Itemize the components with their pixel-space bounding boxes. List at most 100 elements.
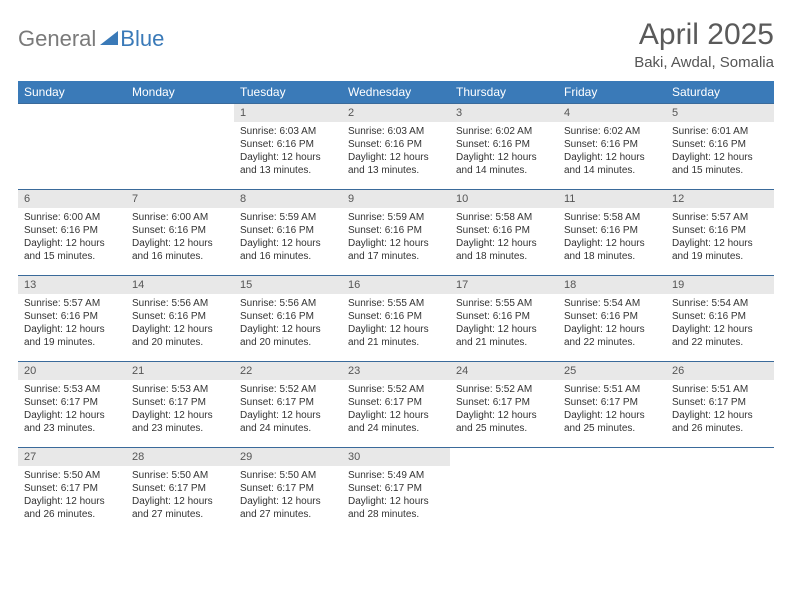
day-number: 11 <box>558 189 666 208</box>
day-number: 6 <box>18 189 126 208</box>
day-details: Sunrise: 5:53 AMSunset: 6:17 PMDaylight:… <box>126 380 234 440</box>
calendar-cell: 3Sunrise: 6:02 AMSunset: 6:16 PMDaylight… <box>450 103 558 189</box>
day-header-row: Sunday Monday Tuesday Wednesday Thursday… <box>18 81 774 103</box>
empty-cell <box>450 447 558 461</box>
calendar-cell <box>666 447 774 533</box>
calendar-cell: 19Sunrise: 5:54 AMSunset: 6:16 PMDayligh… <box>666 275 774 361</box>
day-number: 18 <box>558 275 666 294</box>
calendar-cell: 29Sunrise: 5:50 AMSunset: 6:17 PMDayligh… <box>234 447 342 533</box>
calendar-cell: 17Sunrise: 5:55 AMSunset: 6:16 PMDayligh… <box>450 275 558 361</box>
empty-cell <box>666 447 774 461</box>
calendar-cell <box>18 103 126 189</box>
calendar-cell: 2Sunrise: 6:03 AMSunset: 6:16 PMDaylight… <box>342 103 450 189</box>
calendar-row: 27Sunrise: 5:50 AMSunset: 6:17 PMDayligh… <box>18 447 774 533</box>
calendar-cell: 5Sunrise: 6:01 AMSunset: 6:16 PMDaylight… <box>666 103 774 189</box>
day-number: 23 <box>342 361 450 380</box>
col-thursday: Thursday <box>450 81 558 103</box>
triangle-icon <box>100 29 118 50</box>
day-details: Sunrise: 5:59 AMSunset: 6:16 PMDaylight:… <box>234 208 342 268</box>
day-details: Sunrise: 5:56 AMSunset: 6:16 PMDaylight:… <box>234 294 342 354</box>
calendar-cell: 25Sunrise: 5:51 AMSunset: 6:17 PMDayligh… <box>558 361 666 447</box>
day-number: 2 <box>342 103 450 122</box>
calendar-cell: 12Sunrise: 5:57 AMSunset: 6:16 PMDayligh… <box>666 189 774 275</box>
day-details: Sunrise: 5:54 AMSunset: 6:16 PMDaylight:… <box>666 294 774 354</box>
calendar-cell <box>126 103 234 189</box>
col-friday: Friday <box>558 81 666 103</box>
header: General Blue April 2025 Baki, Awdal, Som… <box>18 18 774 71</box>
calendar-cell: 16Sunrise: 5:55 AMSunset: 6:16 PMDayligh… <box>342 275 450 361</box>
day-details: Sunrise: 5:55 AMSunset: 6:16 PMDaylight:… <box>342 294 450 354</box>
day-number: 7 <box>126 189 234 208</box>
calendar-cell: 20Sunrise: 5:53 AMSunset: 6:17 PMDayligh… <box>18 361 126 447</box>
day-number: 29 <box>234 447 342 466</box>
day-details: Sunrise: 5:57 AMSunset: 6:16 PMDaylight:… <box>18 294 126 354</box>
logo: General Blue <box>18 18 164 52</box>
day-number: 5 <box>666 103 774 122</box>
day-number: 28 <box>126 447 234 466</box>
day-number: 1 <box>234 103 342 122</box>
day-details: Sunrise: 6:02 AMSunset: 6:16 PMDaylight:… <box>558 122 666 182</box>
calendar-row: 1Sunrise: 6:03 AMSunset: 6:16 PMDaylight… <box>18 103 774 189</box>
empty-cell <box>126 103 234 117</box>
day-number: 10 <box>450 189 558 208</box>
calendar-cell: 22Sunrise: 5:52 AMSunset: 6:17 PMDayligh… <box>234 361 342 447</box>
day-details: Sunrise: 5:58 AMSunset: 6:16 PMDaylight:… <box>558 208 666 268</box>
calendar-row: 6Sunrise: 6:00 AMSunset: 6:16 PMDaylight… <box>18 189 774 275</box>
calendar-cell: 10Sunrise: 5:58 AMSunset: 6:16 PMDayligh… <box>450 189 558 275</box>
day-number: 27 <box>18 447 126 466</box>
day-details: Sunrise: 5:59 AMSunset: 6:16 PMDaylight:… <box>342 208 450 268</box>
day-details: Sunrise: 6:03 AMSunset: 6:16 PMDaylight:… <box>342 122 450 182</box>
day-number: 3 <box>450 103 558 122</box>
col-sunday: Sunday <box>18 81 126 103</box>
title-block: April 2025 Baki, Awdal, Somalia <box>634 18 774 71</box>
day-details: Sunrise: 6:03 AMSunset: 6:16 PMDaylight:… <box>234 122 342 182</box>
page-title: April 2025 <box>634 18 774 52</box>
col-saturday: Saturday <box>666 81 774 103</box>
empty-cell <box>18 103 126 117</box>
day-details: Sunrise: 5:56 AMSunset: 6:16 PMDaylight:… <box>126 294 234 354</box>
day-details: Sunrise: 5:57 AMSunset: 6:16 PMDaylight:… <box>666 208 774 268</box>
calendar-cell: 15Sunrise: 5:56 AMSunset: 6:16 PMDayligh… <box>234 275 342 361</box>
day-number: 14 <box>126 275 234 294</box>
day-number: 17 <box>450 275 558 294</box>
day-number: 4 <box>558 103 666 122</box>
day-number: 19 <box>666 275 774 294</box>
day-details: Sunrise: 5:52 AMSunset: 6:17 PMDaylight:… <box>342 380 450 440</box>
logo-text-general: General <box>18 26 96 52</box>
day-number: 25 <box>558 361 666 380</box>
day-number: 24 <box>450 361 558 380</box>
calendar-cell <box>558 447 666 533</box>
calendar-cell: 18Sunrise: 5:54 AMSunset: 6:16 PMDayligh… <box>558 275 666 361</box>
day-details: Sunrise: 6:00 AMSunset: 6:16 PMDaylight:… <box>18 208 126 268</box>
day-details: Sunrise: 5:50 AMSunset: 6:17 PMDaylight:… <box>18 466 126 526</box>
day-details: Sunrise: 6:02 AMSunset: 6:16 PMDaylight:… <box>450 122 558 182</box>
day-details: Sunrise: 5:51 AMSunset: 6:17 PMDaylight:… <box>558 380 666 440</box>
location-text: Baki, Awdal, Somalia <box>634 54 774 71</box>
calendar-cell: 7Sunrise: 6:00 AMSunset: 6:16 PMDaylight… <box>126 189 234 275</box>
col-tuesday: Tuesday <box>234 81 342 103</box>
day-details: Sunrise: 5:50 AMSunset: 6:17 PMDaylight:… <box>234 466 342 526</box>
calendar-cell: 28Sunrise: 5:50 AMSunset: 6:17 PMDayligh… <box>126 447 234 533</box>
day-details: Sunrise: 5:54 AMSunset: 6:16 PMDaylight:… <box>558 294 666 354</box>
day-number: 20 <box>18 361 126 380</box>
day-details: Sunrise: 5:49 AMSunset: 6:17 PMDaylight:… <box>342 466 450 526</box>
calendar-table: Sunday Monday Tuesday Wednesday Thursday… <box>18 81 774 533</box>
calendar-cell: 21Sunrise: 5:53 AMSunset: 6:17 PMDayligh… <box>126 361 234 447</box>
day-number: 9 <box>342 189 450 208</box>
col-wednesday: Wednesday <box>342 81 450 103</box>
day-details: Sunrise: 5:55 AMSunset: 6:16 PMDaylight:… <box>450 294 558 354</box>
day-number: 12 <box>666 189 774 208</box>
calendar-cell: 14Sunrise: 5:56 AMSunset: 6:16 PMDayligh… <box>126 275 234 361</box>
day-number: 15 <box>234 275 342 294</box>
calendar-cell: 26Sunrise: 5:51 AMSunset: 6:17 PMDayligh… <box>666 361 774 447</box>
day-number: 30 <box>342 447 450 466</box>
day-details: Sunrise: 5:58 AMSunset: 6:16 PMDaylight:… <box>450 208 558 268</box>
day-details: Sunrise: 6:00 AMSunset: 6:16 PMDaylight:… <box>126 208 234 268</box>
calendar-cell: 4Sunrise: 6:02 AMSunset: 6:16 PMDaylight… <box>558 103 666 189</box>
day-number: 8 <box>234 189 342 208</box>
logo-text-blue: Blue <box>120 26 164 52</box>
calendar-row: 13Sunrise: 5:57 AMSunset: 6:16 PMDayligh… <box>18 275 774 361</box>
day-details: Sunrise: 6:01 AMSunset: 6:16 PMDaylight:… <box>666 122 774 182</box>
calendar-row: 20Sunrise: 5:53 AMSunset: 6:17 PMDayligh… <box>18 361 774 447</box>
empty-cell <box>558 447 666 461</box>
